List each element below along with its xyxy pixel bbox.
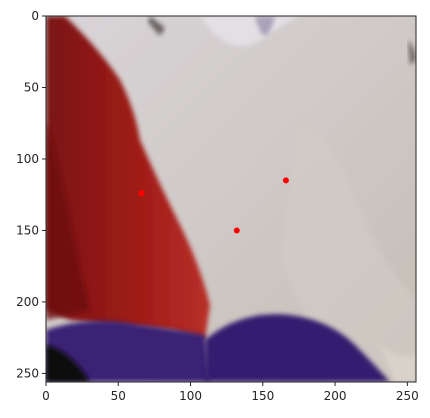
x-tick-label: 100 — [179, 389, 202, 403]
scatter-point — [233, 227, 240, 234]
y-tick-label: 100 — [16, 152, 39, 166]
x-tick-label: 150 — [251, 389, 274, 403]
x-axis: 0 50 100 150 200 250 — [42, 382, 419, 403]
plot-frame — [45, 15, 417, 383]
x-tick-label: 50 — [111, 389, 126, 403]
scatter-points — [138, 177, 289, 234]
x-tick-label: 200 — [324, 389, 347, 403]
y-tick-label: 0 — [31, 9, 39, 23]
y-tick-label: 200 — [16, 295, 39, 309]
x-tick-label: 0 — [42, 389, 50, 403]
y-tick-label: 150 — [16, 223, 39, 237]
x-tick-label: 250 — [396, 389, 419, 403]
scatter-point — [138, 190, 145, 197]
scatter-point — [282, 177, 289, 184]
y-axis: 0 50 100 150 200 250 — [16, 9, 46, 380]
y-tick-label: 50 — [24, 80, 39, 94]
image-background — [46, 16, 416, 382]
y-tick-label: 250 — [16, 366, 39, 380]
